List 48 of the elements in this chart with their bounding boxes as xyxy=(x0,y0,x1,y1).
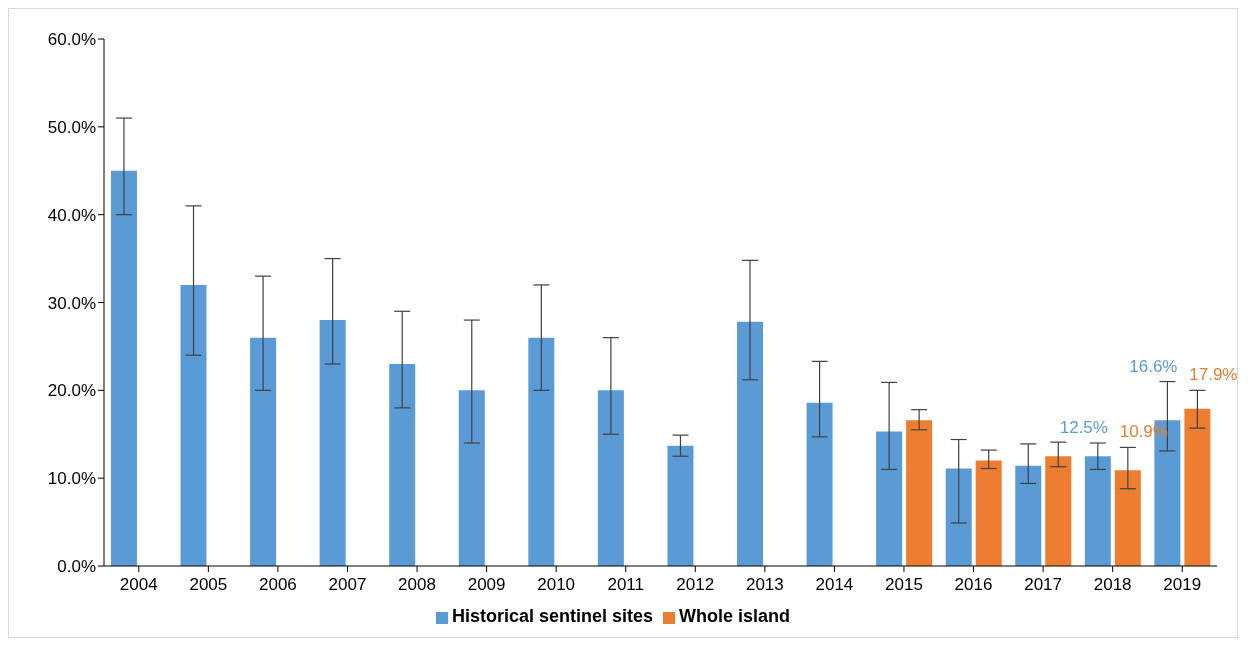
y-tick-label: 50.0% xyxy=(47,117,96,137)
bar xyxy=(250,337,277,566)
x-tick-label: 2008 xyxy=(398,575,436,595)
x-tick-label: 2017 xyxy=(1024,575,1063,595)
bar xyxy=(945,468,972,566)
x-tick-label: 2016 xyxy=(954,575,993,595)
bar xyxy=(667,445,694,566)
x-tick-label: 2010 xyxy=(537,575,576,595)
x-tick-label: 2004 xyxy=(119,575,158,595)
x-tick-label: 2007 xyxy=(328,575,367,595)
y-tick-label: 20.0% xyxy=(47,381,96,401)
data-label: 16.6% xyxy=(1129,356,1178,376)
x-tick-label: 2018 xyxy=(1093,575,1132,595)
bar xyxy=(906,420,933,566)
bar xyxy=(528,337,555,566)
x-tick-label: 2014 xyxy=(815,575,854,595)
x-tick-label: 2005 xyxy=(189,575,228,595)
bar xyxy=(1114,470,1141,566)
y-tick-label: 10.0% xyxy=(47,469,96,489)
x-tick-label: 2009 xyxy=(467,575,506,595)
bar xyxy=(597,390,624,566)
bar xyxy=(975,460,1002,566)
bar xyxy=(389,363,416,566)
data-label: 12.5% xyxy=(1059,418,1108,438)
bar xyxy=(1045,456,1072,566)
bar xyxy=(1084,456,1111,566)
bar xyxy=(110,170,137,566)
y-tick-label: 0.0% xyxy=(57,557,96,577)
x-tick-label: 2012 xyxy=(676,575,715,595)
y-tick-label: 30.0% xyxy=(47,293,96,313)
x-tick-label: 2015 xyxy=(885,575,923,595)
bar xyxy=(458,390,485,566)
x-tick-label: 2019 xyxy=(1163,575,1202,595)
x-tick-label: 2011 xyxy=(607,575,644,595)
legend-label: Whole island xyxy=(679,606,791,626)
bar xyxy=(806,402,833,566)
y-tick-label: 60.0% xyxy=(47,30,96,50)
y-tick-label: 40.0% xyxy=(47,205,96,225)
x-tick-label: 2006 xyxy=(258,575,297,595)
data-label: 17.9% xyxy=(1189,365,1238,385)
bar xyxy=(319,320,346,566)
bar xyxy=(180,284,207,566)
bar xyxy=(1184,408,1211,566)
bar xyxy=(1015,465,1042,566)
legend-label: Historical sentinel sites xyxy=(451,606,654,626)
bar xyxy=(876,431,903,566)
x-tick-label: 2013 xyxy=(745,575,784,595)
bar xyxy=(737,321,764,566)
